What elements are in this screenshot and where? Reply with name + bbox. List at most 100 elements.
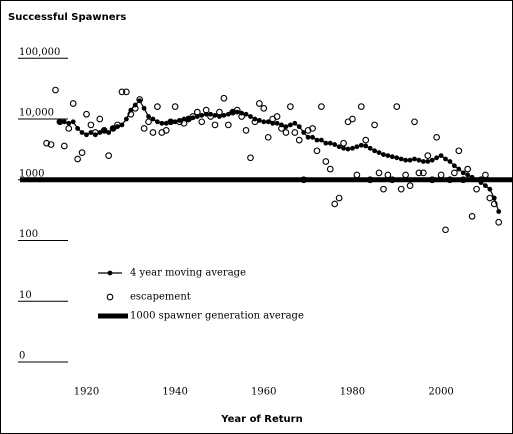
- escapement-point: [282, 129, 290, 136]
- moving-average-point: [483, 183, 488, 189]
- escapement-point: [459, 176, 467, 184]
- escapement-point: [357, 103, 365, 110]
- escapement-point: [322, 158, 330, 165]
- moving-average-point: [358, 142, 364, 148]
- escapement-point: [238, 113, 245, 120]
- escapement-point: [406, 182, 414, 190]
- escapement-point: [47, 141, 55, 148]
- escapement-point: [437, 171, 445, 179]
- moving-average-point: [345, 146, 351, 152]
- escapement-point: [313, 147, 321, 155]
- moving-average-point: [274, 120, 280, 126]
- moving-average-point: [460, 170, 466, 176]
- moving-average-point: [327, 140, 333, 146]
- escapement-point: [464, 165, 472, 173]
- moving-average-point: [123, 116, 129, 122]
- escapement-point: [96, 115, 104, 123]
- escapement-point: [216, 108, 223, 116]
- moving-average-point: [84, 132, 89, 138]
- moving-average-point: [394, 155, 400, 161]
- moving-average-point: [75, 126, 81, 131]
- escapement-point: [56, 118, 64, 126]
- escapement-point: [331, 200, 339, 208]
- moving-average-point: [101, 127, 107, 133]
- escapement-point: [424, 152, 432, 159]
- escapement-point: [198, 118, 206, 126]
- moving-average-point: [186, 116, 191, 122]
- moving-average-point: [491, 195, 497, 201]
- moving-average-point: [341, 145, 346, 151]
- escapement-point: [468, 212, 476, 220]
- escapement-point: [295, 136, 303, 144]
- moving-average-point: [97, 130, 103, 135]
- x-tick-label: 1920: [74, 387, 99, 398]
- moving-average-point: [447, 159, 453, 164]
- moving-average-point: [314, 137, 320, 143]
- moving-average-point: [420, 159, 426, 164]
- escapement-point: [167, 118, 175, 126]
- y-tick-label: 1000: [19, 168, 44, 179]
- moving-average-point: [403, 157, 409, 163]
- escapement-point: [415, 169, 423, 177]
- escapement-point: [264, 133, 272, 141]
- escapement-point: [353, 171, 361, 179]
- escapement-point: [65, 125, 73, 132]
- moving-average-point: [159, 120, 165, 126]
- moving-average-point: [438, 153, 444, 158]
- escapement-point: [287, 103, 294, 110]
- moving-average-point: [429, 157, 435, 163]
- escapement-point: [309, 125, 316, 132]
- moving-average-point: [110, 126, 116, 131]
- moving-average-point: [305, 134, 311, 140]
- escapement-point: [473, 185, 480, 193]
- escapement-point: [109, 125, 117, 132]
- escapement-point: [136, 96, 144, 103]
- escapement-point: [149, 129, 157, 136]
- escapement-point: [256, 100, 263, 107]
- escapement-point: [251, 118, 259, 126]
- escapement-point: [260, 104, 268, 112]
- escapement-point: [451, 169, 458, 177]
- escapement-point: [340, 139, 347, 147]
- escapement-point: [300, 176, 308, 184]
- moving-average-point: [292, 120, 298, 126]
- escapement-point: [74, 155, 81, 163]
- moving-average-point: [155, 119, 160, 125]
- moving-average-point: [106, 130, 112, 135]
- moving-average-point: [146, 114, 151, 119]
- escapement-point: [495, 218, 503, 226]
- moving-average-point: [372, 148, 377, 154]
- escapement-point: [127, 110, 135, 118]
- legend-label: 4 year moving average: [130, 268, 246, 279]
- moving-average-point: [296, 124, 302, 130]
- escapement-point: [477, 176, 485, 184]
- escapement-point: [60, 142, 68, 150]
- escapement-point: [118, 88, 126, 96]
- escapement-point: [486, 194, 494, 202]
- moving-average-point: [217, 114, 222, 119]
- moving-average-point: [194, 114, 200, 119]
- x-tick-label: 1960: [251, 387, 276, 398]
- moving-average-point: [398, 156, 404, 162]
- moving-average-point: [332, 142, 338, 147]
- moving-average-point: [416, 157, 422, 163]
- escapement-point: [362, 136, 370, 144]
- escapement-point: [43, 139, 50, 147]
- escapement-point: [420, 169, 427, 177]
- escapement-point: [247, 154, 254, 162]
- escapement-point: [388, 176, 396, 184]
- escapement-point: [154, 103, 161, 110]
- escapement-point: [176, 118, 183, 126]
- moving-average-point: [119, 122, 125, 128]
- escapement-point: [393, 103, 401, 110]
- escapement-point: [180, 119, 188, 127]
- escapement-point: [375, 169, 383, 177]
- moving-average-point: [425, 159, 431, 164]
- escapement-point: [100, 127, 108, 134]
- escapement-point: [87, 121, 95, 129]
- legend-circle: [106, 293, 114, 301]
- moving-average-point: [57, 119, 63, 125]
